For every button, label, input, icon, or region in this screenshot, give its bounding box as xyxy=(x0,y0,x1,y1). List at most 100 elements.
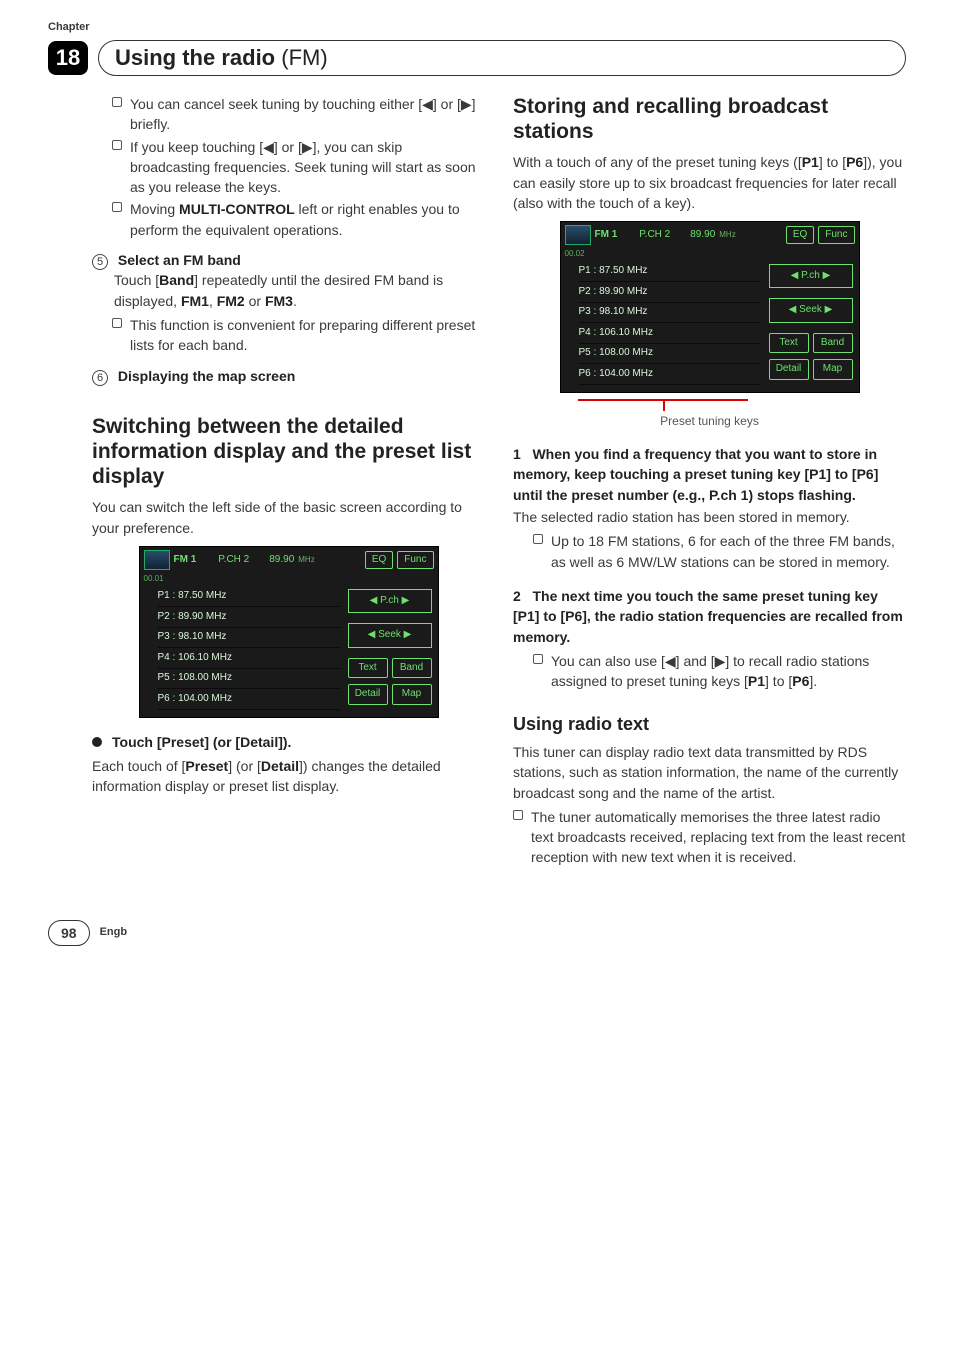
eq-button[interactable]: EQ xyxy=(365,551,393,570)
p1-label: P1 xyxy=(748,673,765,689)
text-button[interactable]: Text xyxy=(348,658,388,679)
preset-row[interactable]: P6 : 104.00 MHz xyxy=(158,689,340,710)
chapter-title: Using the radio (FM) xyxy=(115,42,328,74)
step-2: 2 The next time you touch the same prese… xyxy=(513,586,906,647)
bullet-text: Moving MULTI-CONTROL left or right enabl… xyxy=(130,199,485,240)
preset-row[interactable]: P2 : 89.90 MHz xyxy=(579,282,761,303)
rs-mhz: MHz xyxy=(298,554,314,566)
square-bullet-icon xyxy=(112,140,122,150)
rs-topbar: FM 1 P.CH 2 89.90 MHz EQ Func xyxy=(561,222,859,248)
fm1: FM1 xyxy=(181,293,209,309)
page-number: 98 xyxy=(48,920,90,946)
text: ] to [ xyxy=(819,154,846,170)
storing-intro: With a touch of any of the preset tuning… xyxy=(513,152,906,213)
text: ]. xyxy=(809,673,817,689)
text-button[interactable]: Text xyxy=(769,333,809,354)
fm2: FM2 xyxy=(217,293,245,309)
pch-button[interactable]: ◀ P.ch ▶ xyxy=(769,264,853,289)
map-button[interactable]: Map xyxy=(392,684,432,705)
preset-row[interactable]: P3 : 98.10 MHz xyxy=(579,303,761,324)
rs-fm: FM 1 xyxy=(595,228,618,243)
square-bullet-icon xyxy=(533,654,543,664)
text: Moving xyxy=(130,201,179,217)
rs-mhz: MHz xyxy=(719,229,735,241)
bullet-text: This function is convenient for preparin… xyxy=(130,315,485,356)
p1-label: P1 xyxy=(802,154,819,170)
preset-label: Preset xyxy=(185,758,228,774)
bullet-recall: You can also use [◀] and [▶] to recall r… xyxy=(533,651,906,692)
text: ] (or [ xyxy=(228,758,261,774)
step-6-title: Displaying the map screen xyxy=(118,368,295,384)
right-column: Storing and recalling broadcast stations… xyxy=(513,94,906,870)
rs-time: 00.02 xyxy=(561,248,859,260)
map-button[interactable]: Map xyxy=(813,359,853,380)
func-button[interactable]: Func xyxy=(818,226,854,245)
detail-label: Detail xyxy=(261,758,299,774)
bullet-convenient: This function is convenient for preparin… xyxy=(112,315,485,356)
func-button[interactable]: Func xyxy=(397,551,433,570)
bullet-keep-touching: If you keep touching [◀] or [▶], you can… xyxy=(112,137,485,198)
eq-button[interactable]: EQ xyxy=(786,226,814,245)
step-2-title: The next time you touch the same preset … xyxy=(513,588,903,645)
preset-row[interactable]: P5 : 108.00 MHz xyxy=(579,344,761,365)
callout-line xyxy=(663,401,665,411)
preset-row[interactable]: P5 : 108.00 MHz xyxy=(158,669,340,690)
seek-button[interactable]: ◀ Seek ▶ xyxy=(769,298,853,323)
square-bullet-icon xyxy=(533,534,543,544)
text: Each touch of [ xyxy=(92,758,185,774)
text: . xyxy=(293,293,297,309)
filled-dot-icon xyxy=(92,737,102,747)
detail-button[interactable]: Detail xyxy=(348,684,388,705)
step-1-title: When you find a frequency that you want … xyxy=(513,446,878,503)
circled-6-icon: 6 xyxy=(92,370,108,386)
pch-button[interactable]: ◀ P.ch ▶ xyxy=(348,589,432,614)
bullet-multi-control: Moving MULTI-CONTROL left or right enabl… xyxy=(112,199,485,240)
bullet-18-stations: Up to 18 FM stations, 6 for each of the … xyxy=(533,531,906,572)
rs-fm: FM 1 xyxy=(174,553,197,568)
chapter-title-wrap: Using the radio (FM) xyxy=(98,40,906,76)
step-1: 1 When you find a frequency that you wan… xyxy=(513,444,906,505)
rs-preset-list: P1 : 87.50 MHz P2 : 89.90 MHz P3 : 98.10… xyxy=(561,260,765,392)
fm-icon xyxy=(144,550,170,570)
square-bullet-icon xyxy=(112,97,122,107)
detail-button[interactable]: Detail xyxy=(769,359,809,380)
text: Touch [ xyxy=(114,272,159,288)
square-bullet-icon xyxy=(513,810,523,820)
seek-button[interactable]: ◀ Seek ▶ xyxy=(348,623,432,648)
fm-icon xyxy=(565,225,591,245)
preset-row[interactable]: P1 : 87.50 MHz xyxy=(158,587,340,608)
step-1-num: 1 xyxy=(513,446,521,462)
preset-row[interactable]: P3 : 98.10 MHz xyxy=(158,628,340,649)
preset-row[interactable]: P4 : 106.10 MHz xyxy=(158,648,340,669)
section-radio-text: Using radio text xyxy=(513,713,906,736)
fm3: FM3 xyxy=(265,293,293,309)
preset-row[interactable]: P2 : 89.90 MHz xyxy=(158,607,340,628)
preset-row[interactable]: P6 : 104.00 MHz xyxy=(579,364,761,385)
chapter-title-thin: (FM) xyxy=(281,45,327,70)
rs-freq: 89.90 xyxy=(690,228,715,243)
square-bullet-icon xyxy=(112,202,122,212)
preset-row[interactable]: P4 : 106.10 MHz xyxy=(579,323,761,344)
text: , xyxy=(209,293,217,309)
preset-row[interactable]: P1 : 87.50 MHz xyxy=(579,262,761,283)
text: ] to [ xyxy=(765,673,792,689)
bullet-text: Up to 18 FM stations, 6 for each of the … xyxy=(551,531,906,572)
square-bullet-icon xyxy=(112,318,122,328)
p6-label: P6 xyxy=(846,154,863,170)
radio-screenshot-1: FM 1 P.CH 2 89.90 MHz EQ Func 00.01 P1 :… xyxy=(139,546,439,718)
rs-right-panel: ◀ P.ch ▶ ◀ Seek ▶ Text Band Detail Map xyxy=(344,585,438,717)
chapter-label: Chapter xyxy=(48,20,906,36)
band-label: Band xyxy=(159,272,194,288)
band-button[interactable]: Band xyxy=(392,658,432,679)
rs-freq: 89.90 xyxy=(269,553,294,568)
rs-pch: P.CH 2 xyxy=(218,553,249,568)
rs-topbar: FM 1 P.CH 2 89.90 MHz EQ Func xyxy=(140,547,438,573)
bullet-cancel-seek: You can cancel seek tuning by touching e… xyxy=(112,94,485,135)
text: You can also use [◀] and [▶] to recall r… xyxy=(551,653,869,689)
band-button[interactable]: Band xyxy=(813,333,853,354)
section-switching-body: You can switch the left side of the basi… xyxy=(92,497,485,538)
section-switching: Switching between the detailed informati… xyxy=(92,414,485,490)
bullet-memorise: The tuner automatically memorises the th… xyxy=(513,807,906,868)
dot-touch-preset: Touch [Preset] (or [Detail]). xyxy=(92,732,485,752)
step-5: 5 Select an FM band xyxy=(92,250,485,270)
